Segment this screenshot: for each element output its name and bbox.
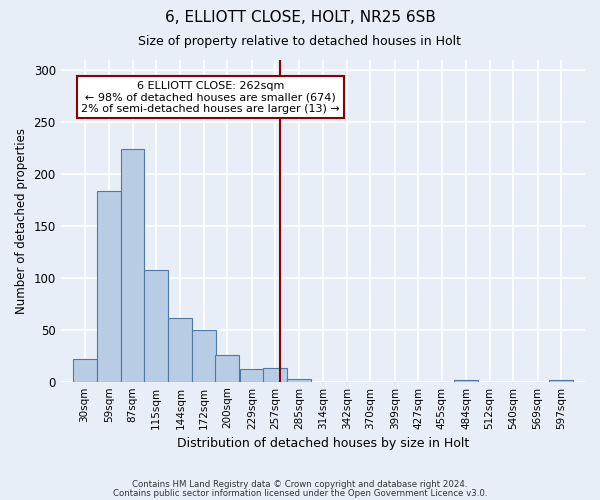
Text: Contains HM Land Registry data © Crown copyright and database right 2024.: Contains HM Land Registry data © Crown c… bbox=[132, 480, 468, 489]
Bar bbox=[97, 190, 121, 382]
Bar bbox=[121, 149, 145, 382]
Bar bbox=[144, 270, 168, 382]
Bar bbox=[240, 369, 264, 382]
Text: 6, ELLIOTT CLOSE, HOLT, NR25 6SB: 6, ELLIOTT CLOSE, HOLT, NR25 6SB bbox=[164, 10, 436, 25]
Bar bbox=[263, 368, 287, 382]
Text: Contains public sector information licensed under the Open Government Licence v3: Contains public sector information licen… bbox=[113, 488, 487, 498]
Bar bbox=[192, 330, 216, 382]
Bar bbox=[169, 318, 193, 382]
X-axis label: Distribution of detached houses by size in Holt: Distribution of detached houses by size … bbox=[177, 437, 469, 450]
Bar bbox=[215, 354, 239, 382]
Text: Size of property relative to detached houses in Holt: Size of property relative to detached ho… bbox=[139, 35, 461, 48]
Bar bbox=[549, 380, 573, 382]
Bar bbox=[287, 378, 311, 382]
Text: 6 ELLIOTT CLOSE: 262sqm
← 98% of detached houses are smaller (674)
2% of semi-de: 6 ELLIOTT CLOSE: 262sqm ← 98% of detache… bbox=[81, 81, 340, 114]
Y-axis label: Number of detached properties: Number of detached properties bbox=[15, 128, 28, 314]
Bar bbox=[454, 380, 478, 382]
Bar bbox=[73, 359, 97, 382]
